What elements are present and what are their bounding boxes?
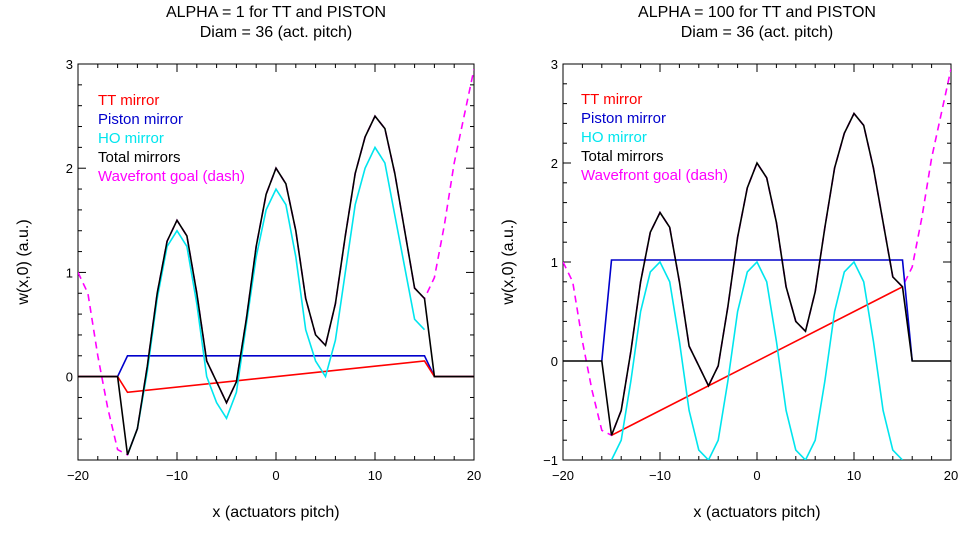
chart-title: ALPHA = 1 for TT and PISTON bbox=[166, 4, 386, 21]
x-tick-label: −10 bbox=[166, 468, 188, 483]
y-tick-label: 3 bbox=[66, 57, 73, 72]
series-line-tt-mirror bbox=[611, 286, 903, 437]
legend-entry: HO mirror bbox=[581, 129, 647, 146]
chart-title: ALPHA = 100 for TT and PISTON bbox=[638, 4, 876, 21]
y-tick-label: −1 bbox=[543, 453, 558, 468]
legend-entry: HO mirror bbox=[98, 130, 164, 147]
series-line-piston-mirror bbox=[78, 354, 474, 378]
x-axis-label: x (actuators pitch) bbox=[212, 504, 339, 521]
series-line-ho-mirror bbox=[610, 260, 904, 460]
x-tick-label: 0 bbox=[753, 468, 760, 483]
x-tick-label: 20 bbox=[944, 468, 958, 483]
y-tick-label: 0 bbox=[66, 370, 73, 385]
y-tick-label: 1 bbox=[551, 255, 558, 270]
legend-entry: Total mirrors bbox=[98, 149, 181, 166]
chart-subtitle: Diam = 36 (act. pitch) bbox=[681, 24, 834, 41]
series-line-tt-mirror bbox=[78, 360, 474, 394]
legend-entry: Wavefront goal (dash) bbox=[581, 167, 728, 184]
legend-entry: TT mirror bbox=[581, 91, 642, 108]
x-tick-label: −10 bbox=[649, 468, 671, 483]
legend-entry: Wavefront goal (dash) bbox=[98, 168, 245, 185]
x-tick-label: 20 bbox=[467, 468, 481, 483]
x-tick-label: −20 bbox=[552, 468, 574, 483]
legend-entry: Total mirrors bbox=[581, 148, 664, 165]
y-tick-label: 2 bbox=[66, 161, 73, 176]
legend-entry: Piston mirror bbox=[98, 111, 183, 128]
y-tick-label: 3 bbox=[551, 57, 558, 72]
chart-panel-1: ALPHA = 1 for TT and PISTON Diam = 36 (ac… bbox=[15, 4, 481, 521]
y-axis-label: w(x,0) (a.u.) bbox=[500, 219, 517, 305]
chart-subtitle: Diam = 36 (act. pitch) bbox=[200, 24, 353, 41]
legend-entry: Piston mirror bbox=[581, 110, 666, 127]
x-axis-label: x (actuators pitch) bbox=[693, 504, 820, 521]
series-line-total-mirrors bbox=[563, 112, 951, 436]
y-tick-label: 2 bbox=[551, 156, 558, 171]
series-line-total-mirrors bbox=[78, 114, 474, 456]
chart-panel-2: ALPHA = 100 for TT and PISTON Diam = 36 (… bbox=[500, 4, 958, 521]
y-tick-label: 0 bbox=[551, 354, 558, 369]
y-tick-label: 1 bbox=[66, 265, 73, 280]
x-tick-label: 10 bbox=[368, 468, 382, 483]
legend-entry: TT mirror bbox=[98, 92, 159, 109]
y-axis-label: w(x,0) (a.u.) bbox=[15, 219, 32, 305]
x-tick-label: 0 bbox=[272, 468, 279, 483]
series-line-piston-mirror bbox=[601, 259, 913, 362]
series-line-ho-mirror bbox=[126, 145, 426, 456]
x-tick-label: 10 bbox=[847, 468, 861, 483]
x-tick-label: −20 bbox=[67, 468, 89, 483]
